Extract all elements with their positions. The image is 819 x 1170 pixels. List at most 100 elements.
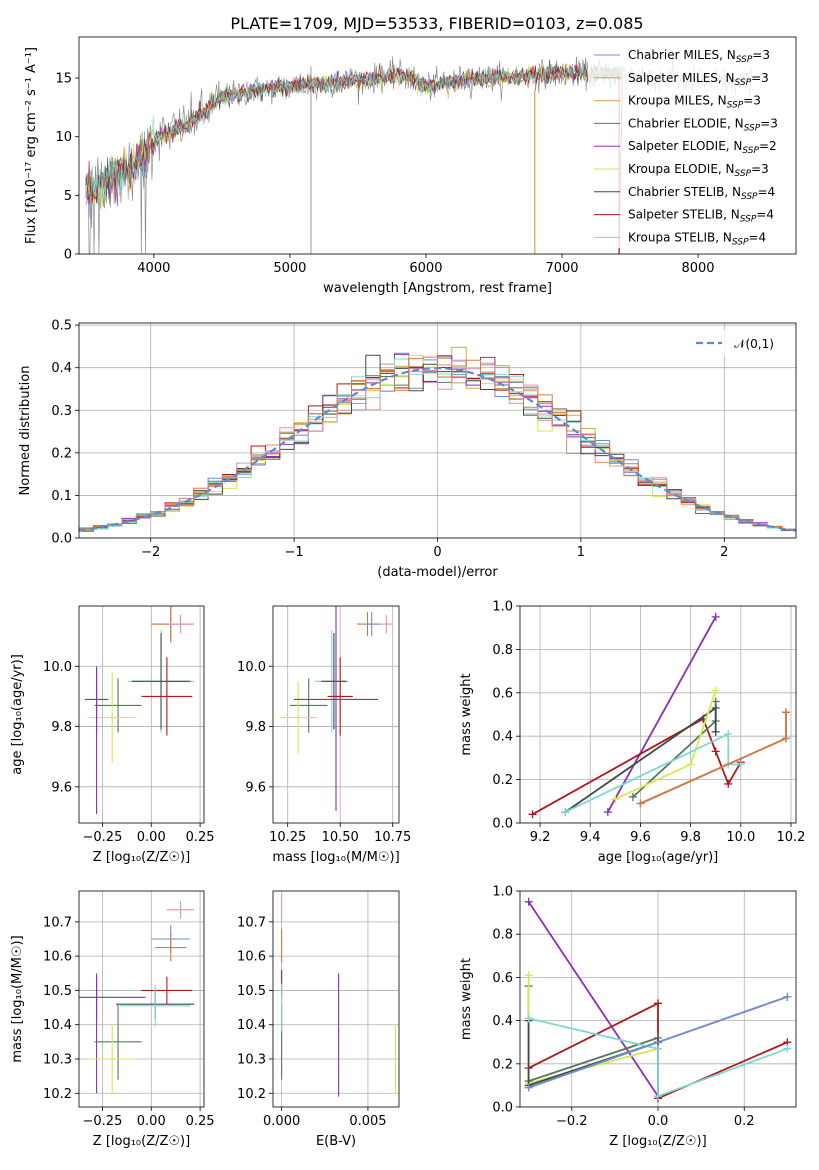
legend-entry: 𝒩(0,1) (734, 337, 774, 351)
series-marker (654, 1092, 662, 1101)
panel-residuals: −2 −1 0 1 2 0.0 0.1 0.2 0.3 0.4 0.5 (data-model)/er… (18, 319, 797, 580)
series-marker (686, 760, 695, 769)
legend-entry: Salpeter MILES, NSSP=3 (628, 71, 769, 88)
panel-mass-age: 10.25 10.50 10.75 9.6 9.8 10.0 mass [log₁₀(M/M… (237, 605, 411, 865)
x-tick-label: 0.00 (137, 830, 166, 845)
plot-area (273, 891, 399, 1107)
series-marker (724, 730, 733, 739)
y-tick-label: 10.4 (237, 1018, 266, 1033)
axes-frame (78, 890, 205, 1108)
y-tick-label: 9.8 (51, 720, 72, 735)
legend-entry: Chabrier STELIB, NSSP=4 (628, 185, 775, 202)
series-marker (524, 1014, 533, 1023)
errorbar-point-8 (94, 1004, 142, 1080)
errorbar-point-5 (327, 657, 353, 736)
y-tick-label: 10.3 (237, 1053, 266, 1068)
y-tick-label: 10.7 (43, 915, 72, 930)
series-marker (711, 703, 720, 712)
series-marker (724, 779, 733, 788)
axes-frame (78, 322, 797, 539)
x-axis-label: Z [log₁₀(Z/Z☉)] (609, 1134, 706, 1149)
y-tick-label: 10.5 (237, 984, 266, 999)
axes-frame (272, 890, 400, 1108)
x-tick-label: 9.8 (680, 830, 701, 845)
x-tick-label: −0.25 (83, 1114, 123, 1129)
series-line-chabrier-miles (528, 995, 788, 1089)
errorbar-point-4 (321, 633, 347, 730)
x-tick-label: 0.000 (263, 1114, 300, 1129)
x-tick-label: 10.2 (777, 830, 806, 845)
y-tick-label: 10.4 (43, 1018, 72, 1033)
x-axis-label: (data-model)/error (377, 565, 498, 580)
errorbar-point-8 (294, 606, 378, 811)
errorbar-point-0 (166, 901, 195, 919)
y-axis-label: mass weight (459, 673, 474, 755)
y-axis-label: Normed distribution (18, 366, 33, 496)
figure-title: PLATE=1709, MJD=53533, FIBERID=0103, z=0… (230, 14, 643, 33)
axes-frame (519, 890, 797, 1108)
series-marker (611, 795, 620, 804)
errorbar-point-1 (363, 612, 381, 637)
series-line-kroupa-stelib (564, 732, 741, 813)
series-marker (711, 686, 720, 695)
y-tick-label: 0.2 (51, 446, 72, 461)
plot-area (520, 606, 796, 823)
y-tick-label: 10.0 (43, 660, 72, 675)
y-tick-label: 9.8 (245, 720, 266, 735)
series-marker (711, 612, 720, 621)
legend-entry: Chabrier ELODIE, NSSP=3 (628, 116, 778, 133)
series-marker (736, 760, 745, 769)
y-tick-label: 0.2 (492, 773, 513, 788)
plot-area (85, 55, 753, 254)
series-marker (524, 971, 533, 980)
series-marker (654, 999, 662, 1008)
series-marker (603, 808, 612, 817)
x-tick-label: 10.50 (322, 830, 359, 845)
y-tick-label: 1.0 (492, 600, 513, 615)
y-tick-label: 15 (55, 72, 72, 87)
errorbar-point-6 (289, 678, 328, 733)
plot-area (79, 891, 204, 1107)
y-tick-label: 0.6 (492, 971, 513, 986)
x-tick-label: 7000 (545, 261, 578, 276)
x-tick-label: 0.005 (349, 1114, 386, 1129)
y-tick-label: 0.0 (492, 1101, 513, 1116)
x-axis-label: wavelength [Angstrom, rest frame] (323, 281, 552, 296)
errorbar-point-2 (166, 615, 195, 634)
panel-spectrum: 4000 5000 6000 7000 8000 0 5 10 15 wavelength [An… (24, 36, 797, 296)
normal-curve (79, 367, 796, 532)
x-tick-label: 4000 (137, 261, 170, 276)
legend-entry: Kroupa MILES, NSSP=3 (628, 94, 761, 111)
y-tick-label: 10 (55, 130, 72, 145)
x-tick-label: −0.2 (556, 1114, 588, 1129)
series-line-kroupa-stelib (528, 1017, 788, 1098)
legend: Chabrier MILES, NSSP=3 Salpeter MILES, NS… (588, 43, 792, 248)
y-tick-label: 10.0 (237, 660, 266, 675)
series-marker (783, 992, 792, 1001)
y-tick-label: 1.0 (492, 885, 513, 900)
panel-Z-mass: −0.25 0.00 0.25 10.2 10.3 10.4 10.5 10.6 10.7 Z [… (10, 890, 215, 1149)
panel-Z-weight: −0.2 0.0 0.2 0.0 0.2 0.4 0.6 0.8 1.0 Z [log₁₀(Z/Z… (459, 885, 797, 1149)
x-tick-label: 9.4 (580, 830, 601, 845)
legend-entry: Chabrier MILES, NSSP=3 (628, 48, 770, 65)
x-tick-label: −0.25 (83, 830, 123, 845)
x-tick-label: 0.2 (734, 1114, 755, 1129)
y-tick-label: 9.6 (245, 780, 266, 795)
axes-frame (519, 605, 797, 824)
errorbar-point-4 (131, 633, 191, 730)
series-marker (654, 1044, 662, 1053)
axes-frame (272, 605, 400, 824)
series-line-salpeter-elodie (607, 616, 717, 813)
errorbar-point-7 (279, 681, 318, 754)
x-tick-label: 0.0 (648, 1114, 669, 1129)
x-tick-label: 8000 (681, 261, 714, 276)
y-tick-label: 0.4 (51, 361, 72, 376)
series-marker (628, 792, 637, 801)
x-axis-label: Z [log₁₀(Z/Z☉)] (93, 850, 190, 865)
x-tick-label: 0.25 (186, 830, 215, 845)
legend-entry: Salpeter STELIB, NSSP=4 (628, 208, 774, 225)
series-marker (781, 708, 790, 717)
panel-EBV-mass: 0.000 0.005 10.2 10.3 10.4 10.5 10.6 10.7 E(B-V) (237, 890, 400, 1149)
